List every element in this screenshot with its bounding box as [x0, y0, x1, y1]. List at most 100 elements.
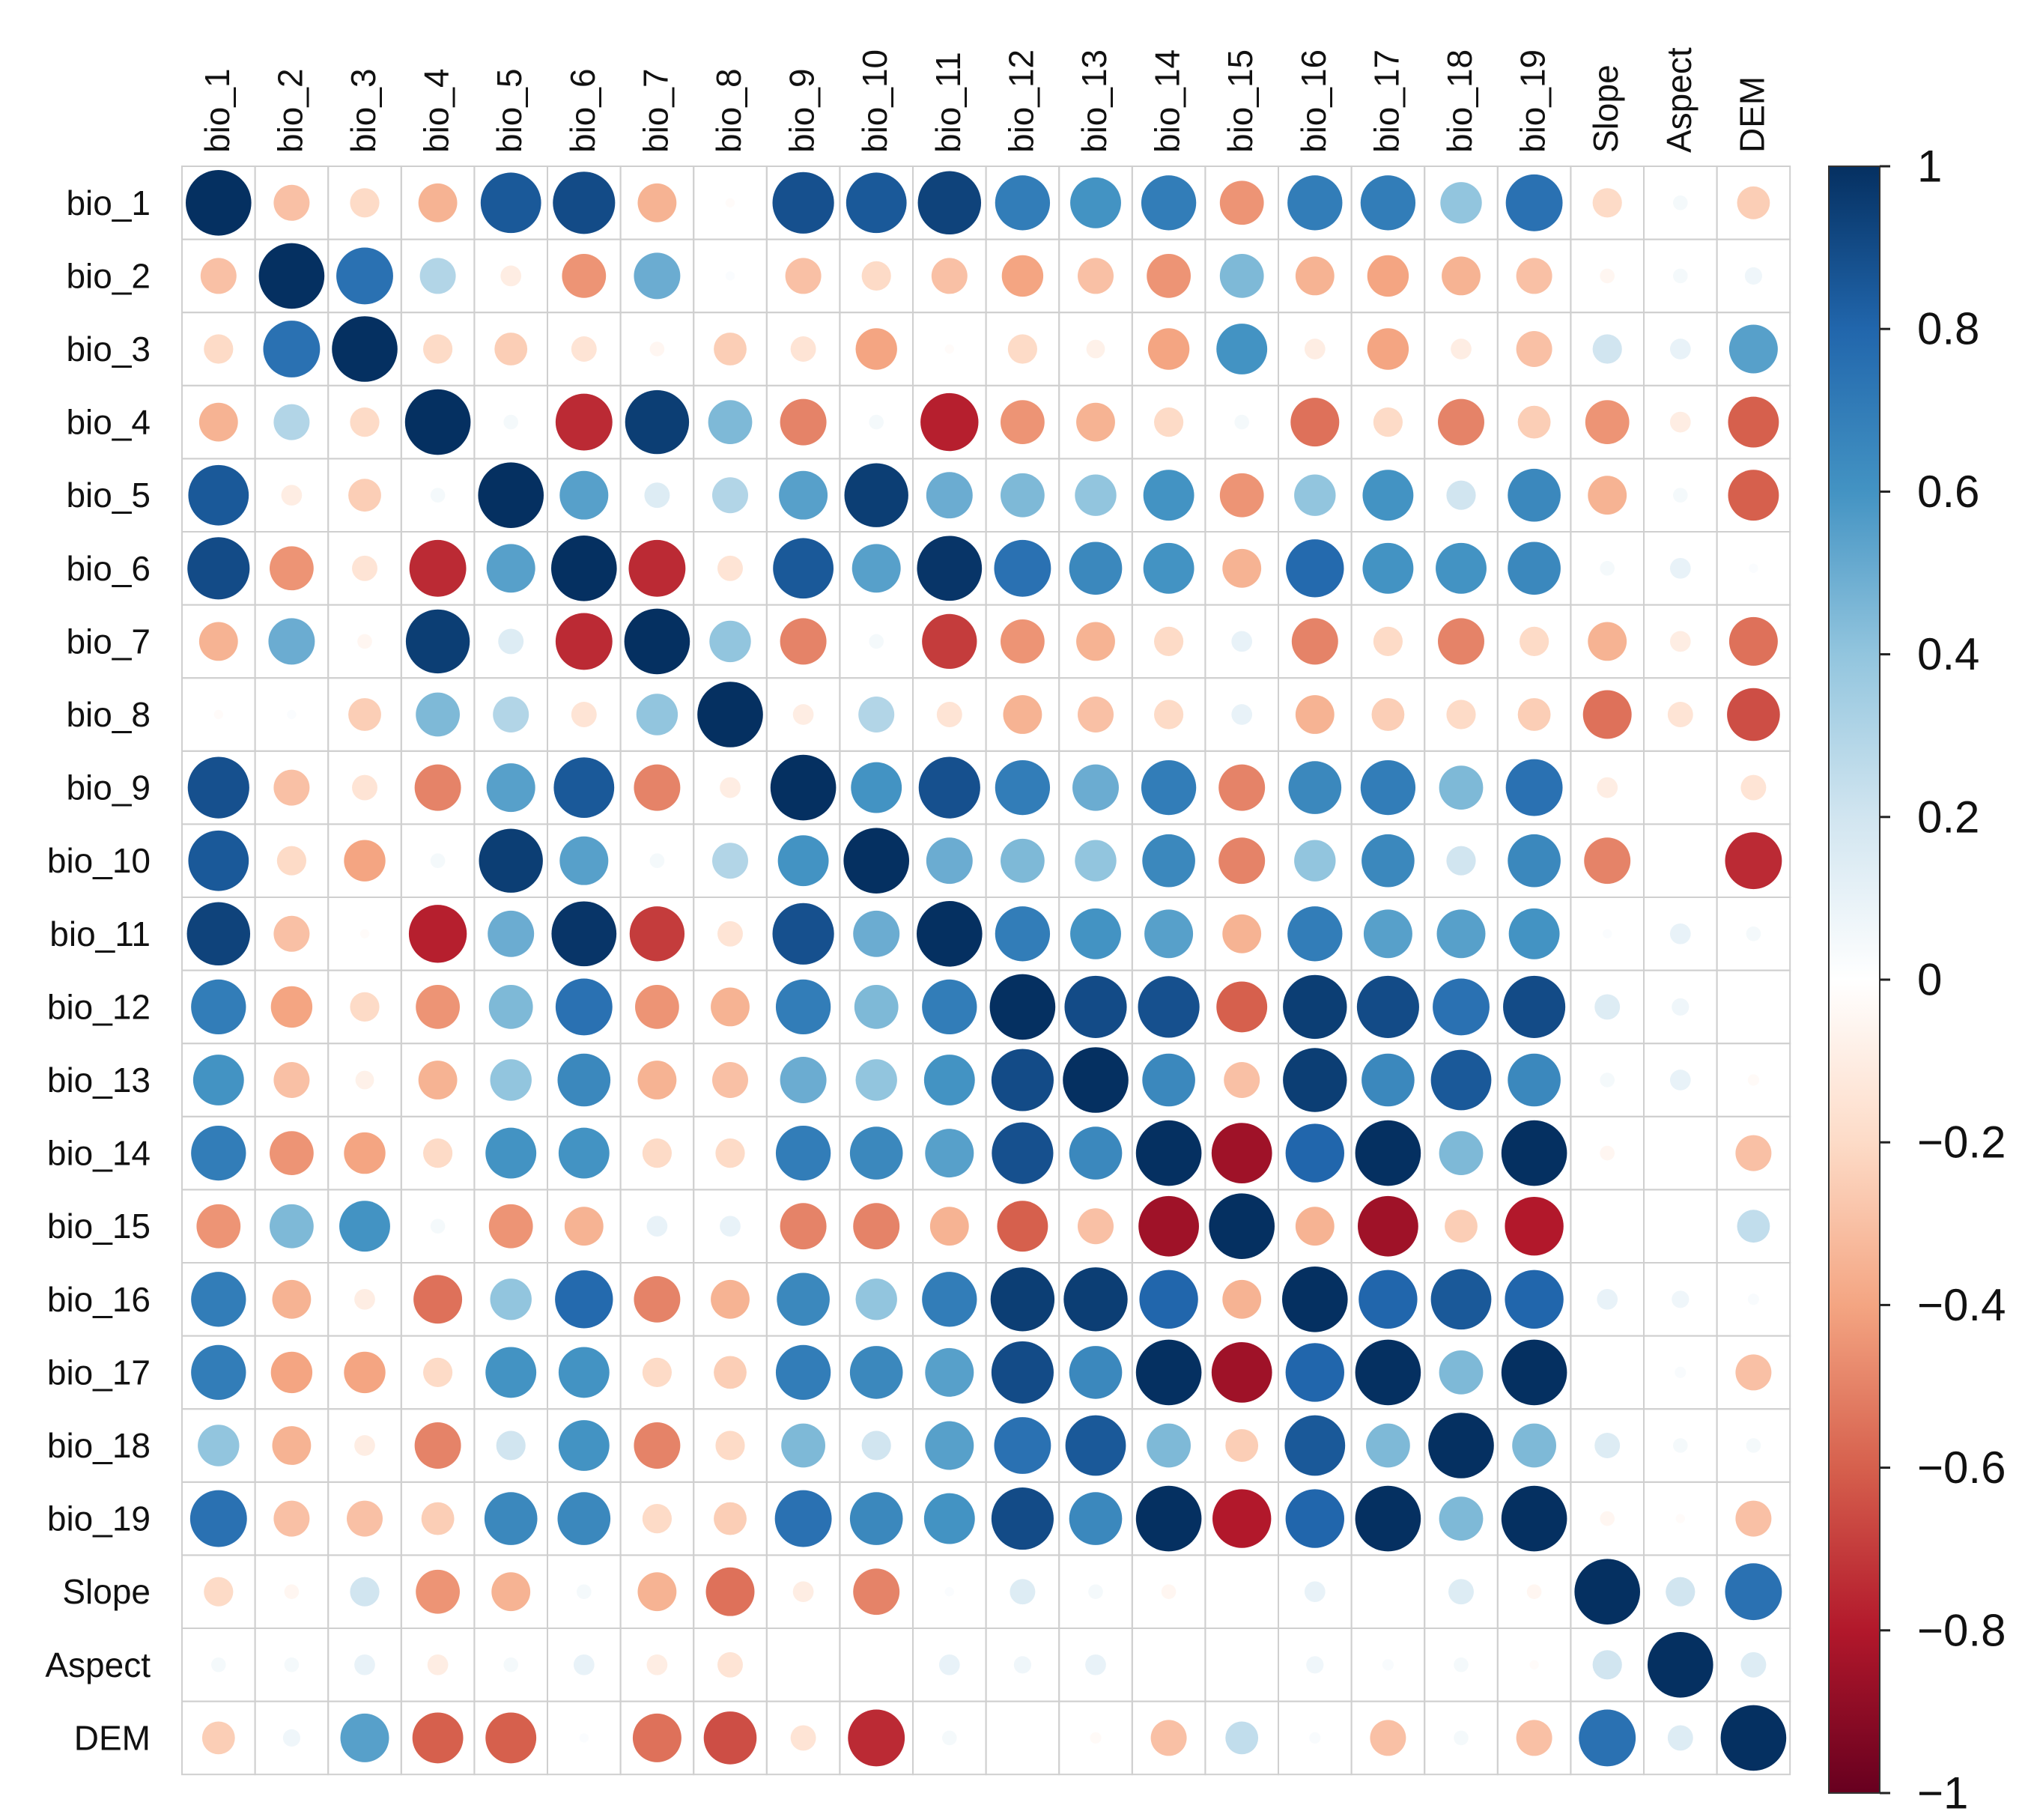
corr-circle-Aspect-bio_18 [1454, 1657, 1469, 1672]
corr-circle-bio_6-bio_12 [994, 539, 1051, 597]
corr-circle-bio_7-bio_10 [869, 634, 884, 649]
corr-circle-bio_17-bio_5 [485, 1347, 537, 1398]
corr-circle-bio_11-bio_2 [273, 915, 310, 952]
corr-circle-Aspect-bio_6 [573, 1654, 595, 1675]
corr-circle-bio_18-bio_15 [1225, 1429, 1259, 1462]
corr-circle-bio_9-bio_12 [995, 759, 1051, 816]
corr-circle-bio_3-bio_18 [1451, 339, 1472, 360]
corr-circle-bio_6-Aspect [1669, 557, 1691, 579]
corr-circle-bio_6-bio_15 [1222, 548, 1262, 588]
corr-circle-bio_4-bio_9 [780, 398, 827, 446]
corr-circle-DEM-bio_4 [412, 1712, 464, 1764]
col-label-bio_1: bio_1 [198, 68, 237, 153]
corr-circle-bio_13-bio_9 [780, 1057, 827, 1103]
corr-circle-bio_12-Slope [1594, 994, 1621, 1020]
corr-circle-bio_4-bio_8 [708, 400, 753, 444]
row-label-bio_18: bio_18 [47, 1426, 151, 1465]
col-label-bio_18: bio_18 [1440, 49, 1479, 153]
corr-circle-bio_15-bio_11 [929, 1207, 969, 1246]
corr-circle-bio_9-bio_8 [720, 777, 741, 798]
corr-circle-bio_4-bio_4 [404, 389, 471, 455]
corr-circle-bio_5-bio_10 [844, 463, 908, 527]
corr-circle-bio_4-bio_10 [869, 414, 884, 430]
corr-circle-bio_17-bio_14 [1135, 1339, 1202, 1406]
corr-circle-DEM-bio_9 [790, 1725, 816, 1751]
corr-circle-bio_16-Slope [1597, 1288, 1618, 1310]
corr-circle-bio_7-bio_2 [268, 618, 315, 665]
row-label-bio_10: bio_10 [47, 841, 151, 880]
corr-circle-Slope-DEM [1725, 1563, 1782, 1621]
grid-cell [1570, 1189, 1645, 1264]
corr-circle-bio_11-bio_17 [1363, 909, 1412, 959]
colorbar-tick-label: −0.8 [1917, 1605, 2006, 1655]
corr-circle-bio_2-bio_8 [725, 271, 735, 281]
corr-circle-bio_12-bio_16 [1283, 974, 1347, 1040]
corr-circle-bio_16-bio_2 [272, 1279, 312, 1319]
grid-cell [1131, 1628, 1206, 1702]
corr-circle-bio_7-bio_11 [922, 613, 977, 670]
corr-circle-Slope-bio_12 [1010, 1579, 1036, 1605]
corr-circle-bio_14-bio_13 [1069, 1126, 1123, 1180]
corr-circle-bio_14-Slope [1600, 1145, 1615, 1161]
corr-circle-bio_11-DEM [1746, 926, 1761, 941]
corr-circle-bio_4-bio_3 [350, 407, 380, 437]
corr-circle-bio_17-bio_11 [925, 1347, 974, 1397]
row-label-bio_9: bio_9 [66, 768, 151, 807]
corr-circle-bio_18-bio_17 [1366, 1423, 1410, 1468]
corr-circle-bio_5-bio_17 [1362, 470, 1414, 521]
col-label-bio_15: bio_15 [1221, 49, 1260, 153]
corr-circle-Slope-bio_1 [204, 1577, 234, 1607]
corr-circle-bio_8-bio_11 [936, 702, 962, 727]
corr-circle-bio_19-bio_5 [484, 1492, 538, 1545]
corr-circle-bio_19-DEM [1735, 1500, 1772, 1537]
corr-circle-bio_9-bio_13 [1072, 764, 1119, 811]
corr-circle-bio_3-bio_2 [263, 321, 321, 377]
corr-circle-bio_14-bio_15 [1211, 1123, 1272, 1183]
corr-circle-bio_18-DEM [1746, 1438, 1761, 1453]
corr-circle-bio_3-bio_7 [649, 342, 665, 357]
corr-circle-bio_9-bio_11 [918, 756, 980, 819]
corr-circle-bio_16-bio_6 [555, 1270, 613, 1329]
corr-circle-bio_15-bio_2 [270, 1204, 314, 1249]
corr-circle-DEM-bio_10 [848, 1709, 905, 1767]
corr-circle-bio_10-DEM [1725, 832, 1782, 890]
colorbar-tick-label: 0.2 [1917, 792, 1979, 842]
corr-circle-Aspect-bio_4 [427, 1654, 449, 1675]
corr-circle-bio_11-Slope [1603, 929, 1612, 938]
corr-circle-bio_12-bio_7 [635, 985, 679, 1029]
corr-circle-Slope-Aspect [1666, 1577, 1696, 1607]
col-label-bio_8: bio_8 [709, 68, 748, 153]
corr-circle-bio_4-bio_14 [1154, 407, 1184, 437]
corr-circle-DEM-bio_6 [579, 1733, 589, 1743]
corr-circle-Slope-Slope [1574, 1559, 1640, 1625]
corr-circle-bio_2-bio_4 [419, 258, 456, 294]
corr-circle-bio_8-DEM [1727, 688, 1780, 741]
corr-circle-DEM-bio_17 [1370, 1720, 1406, 1756]
corr-circle-bio_17-DEM [1735, 1354, 1772, 1391]
corr-circle-bio_11-bio_12 [995, 906, 1051, 962]
grid-cell [1204, 1554, 1280, 1629]
corr-circle-bio_7-bio_19 [1520, 626, 1549, 656]
corr-circle-bio_17-bio_9 [775, 1344, 831, 1401]
corr-circle-DEM-bio_15 [1225, 1721, 1259, 1755]
corr-circle-bio_1-Aspect [1673, 195, 1688, 210]
corr-circle-bio_4-bio_6 [555, 393, 613, 451]
corr-circle-Aspect-DEM [1740, 1651, 1767, 1678]
corr-circle-bio_12-bio_10 [854, 985, 899, 1029]
corr-circle-bio_7-bio_17 [1373, 626, 1403, 656]
corr-circle-bio_3-bio_15 [1216, 324, 1268, 374]
corr-circle-bio_8-bio_3 [348, 698, 381, 731]
corr-circle-bio_13-bio_10 [855, 1059, 897, 1101]
corr-circle-bio_18-bio_13 [1065, 1415, 1126, 1476]
correlation-grid [181, 166, 1791, 1776]
col-label-bio_10: bio_10 [855, 49, 894, 153]
corr-circle-bio_1-bio_18 [1440, 182, 1482, 224]
corr-circle-bio_4-Slope [1585, 400, 1630, 444]
corr-circle-bio_11-bio_7 [629, 906, 685, 962]
corr-circle-bio_19-bio_14 [1135, 1485, 1202, 1552]
corr-circle-bio_14-bio_17 [1355, 1120, 1421, 1186]
row-labels: bio_1 bio_2 bio_3 bio_4 bio_5 bio_6 bio_7 bio_8… [45, 183, 151, 1758]
corr-circle-bio_17-bio_1 [191, 1344, 246, 1401]
corr-circle-bio_14-bio_8 [715, 1138, 745, 1168]
corr-circle-bio_11-bio_3 [359, 929, 370, 938]
